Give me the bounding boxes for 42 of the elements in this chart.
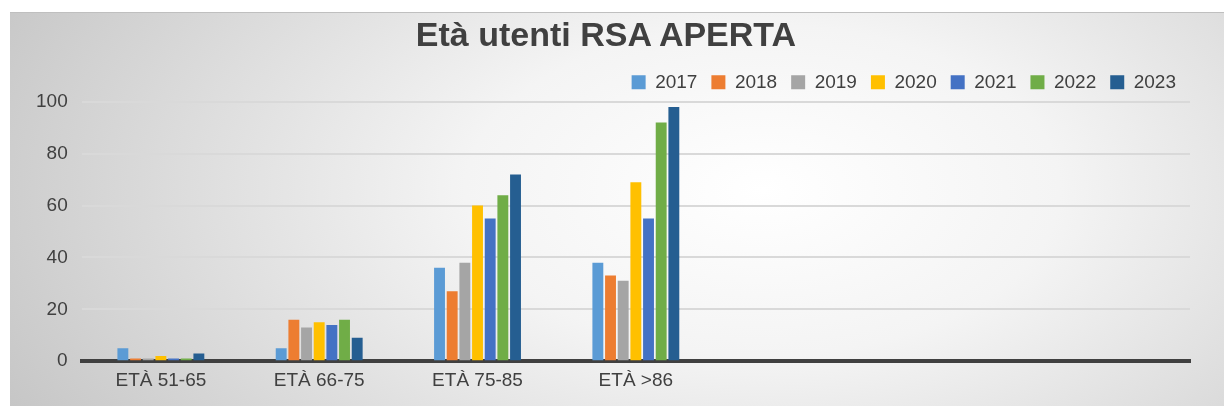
bar (605, 275, 616, 361)
bar (497, 195, 509, 361)
bar (326, 324, 338, 361)
y-tick-label: 100 (36, 90, 68, 112)
bar (117, 348, 129, 361)
legend-label: 2023 (1133, 70, 1177, 92)
bar (351, 337, 363, 361)
bar (339, 319, 350, 361)
bar (510, 174, 521, 361)
y-tick-label: 40 (46, 245, 68, 267)
bar (592, 262, 604, 361)
bar (668, 106, 680, 361)
bar (630, 182, 642, 361)
y-tick-label: 60 (46, 193, 68, 215)
x-tick-label: ETÀ 75-85 (432, 368, 523, 390)
legend-label: 2018 (734, 70, 778, 92)
chart-title: Età utenti RSA APERTA (415, 14, 797, 53)
bar (472, 205, 483, 361)
y-tick-label: 20 (46, 297, 68, 319)
legend-label: 2017 (655, 70, 698, 92)
x-tick-label: ETÀ 66-75 (273, 368, 365, 390)
bar (643, 218, 654, 361)
y-tick-label: 80 (46, 141, 68, 163)
bar (275, 348, 287, 361)
bar (446, 291, 458, 361)
bar (301, 327, 312, 361)
bar (193, 353, 205, 361)
legend-label: 2022 (1053, 70, 1097, 92)
legend-label: 2021 (974, 70, 1017, 92)
x-tick-label: ETÀ >86 (598, 368, 674, 390)
bar (434, 267, 445, 361)
bar (655, 122, 667, 361)
bar (617, 280, 629, 361)
legend-label: 2020 (894, 70, 937, 92)
legend-label: 2019 (814, 70, 857, 92)
bar (155, 356, 167, 361)
bar (313, 322, 325, 361)
bar (484, 218, 496, 361)
x-tick-label: ETÀ 51-65 (115, 368, 207, 390)
bar (459, 262, 471, 361)
bar (288, 319, 300, 361)
y-tick-label: 0 (57, 349, 68, 371)
